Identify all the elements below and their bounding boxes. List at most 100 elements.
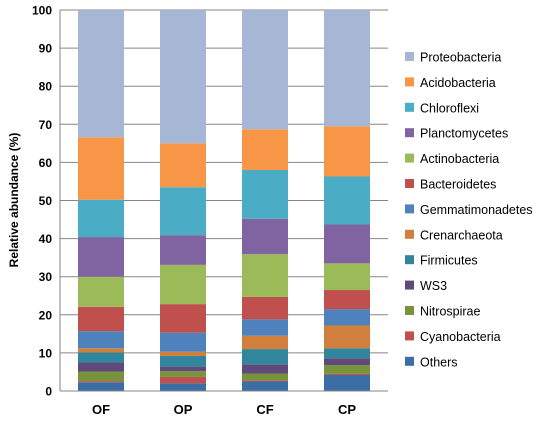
bar-segment — [324, 10, 370, 127]
bar-segment — [78, 276, 124, 307]
bar-segment — [78, 199, 124, 238]
bar-segment — [324, 358, 370, 366]
bar-segment — [324, 290, 370, 310]
legend-swatch — [405, 280, 414, 290]
x-tick-label: CF — [256, 402, 273, 417]
bar-segment — [324, 176, 370, 225]
bar-segment — [324, 374, 370, 391]
legend-swatch — [405, 331, 414, 341]
legend-swatch — [405, 179, 414, 188]
legend-swatch — [405, 77, 414, 87]
legend-swatch — [405, 356, 414, 366]
legend-swatch — [405, 153, 414, 163]
bar-segment — [242, 381, 288, 391]
y-tick-label: 0 — [45, 385, 52, 399]
bar-segment — [324, 126, 370, 177]
legend-label: Actinobacteria — [420, 152, 499, 166]
bar-segment — [78, 348, 124, 353]
y-tick-label: 20 — [39, 308, 53, 322]
bar-segment — [324, 365, 370, 374]
bar-segment — [242, 170, 288, 219]
bar-segment — [160, 332, 206, 352]
x-tick-label: CP — [338, 402, 356, 417]
bar-segment — [160, 235, 206, 265]
bar-segment — [324, 309, 370, 326]
y-tick-label: 10 — [39, 346, 53, 360]
bar-segment — [242, 380, 288, 382]
legend-swatch — [405, 128, 414, 138]
y-tick-label: 100 — [32, 4, 52, 18]
legend-label: Proteobacteria — [420, 51, 501, 65]
bar-segment — [160, 355, 206, 367]
bar-segment — [160, 10, 206, 144]
axes — [59, 10, 388, 392]
bar-segment — [324, 224, 370, 264]
bar-segment — [160, 376, 206, 384]
y-tick-label: 40 — [39, 232, 53, 246]
legend-label: Nitrospirae — [420, 305, 480, 319]
bar-segment — [242, 129, 288, 171]
legend-label: Firmicutes — [420, 254, 478, 268]
legend-label: Planctomycetes — [420, 127, 508, 141]
legend-swatch — [405, 229, 414, 239]
legend-label: Gemmatimonadetes — [420, 203, 533, 217]
bar-segment — [78, 381, 124, 383]
bar-segment — [78, 331, 124, 349]
y-tick-label: 50 — [39, 194, 53, 208]
y-tick-label: 80 — [39, 80, 53, 94]
legend-label: Bacteroidetes — [420, 178, 496, 192]
bar-segment — [160, 371, 206, 377]
bar-segment — [78, 10, 124, 138]
bar-segment — [242, 218, 288, 255]
y-axis-label: Relative abundance (%) — [7, 133, 21, 268]
legend-swatch — [405, 102, 414, 112]
bar-segment — [242, 373, 288, 381]
bar-segment — [78, 371, 124, 382]
legend-label: Others — [420, 355, 458, 369]
bar-segment — [324, 373, 370, 375]
x-tick-label: OF — [92, 402, 110, 417]
legend-label: WS3 — [420, 279, 447, 293]
bar-segment — [160, 143, 206, 188]
bar-segment — [160, 304, 206, 333]
bar-segment — [160, 366, 206, 372]
bar-segment — [160, 383, 206, 391]
bar-segment — [78, 137, 124, 200]
bar-segment — [160, 187, 206, 236]
bar-segment — [160, 351, 206, 356]
bar-segment — [242, 349, 288, 365]
bar-segment — [78, 237, 124, 277]
bar-segment — [242, 335, 288, 350]
bar-segment — [78, 362, 124, 372]
legend-swatch — [405, 52, 414, 61]
legend-swatch — [405, 204, 414, 214]
bar-segment — [160, 264, 206, 305]
bar-segment — [242, 296, 288, 320]
bar-segment — [242, 254, 288, 297]
legend-label: Acidobacteria — [420, 76, 496, 90]
y-tick-label: 70 — [39, 118, 53, 132]
y-tick-label: 90 — [39, 42, 53, 56]
bars — [78, 10, 370, 391]
bar-segment — [78, 382, 124, 391]
legend: Proteobacteria Acidobacteria Chloroflexi Pl… — [405, 51, 533, 369]
bar-segment — [78, 352, 124, 363]
bar-segment — [324, 325, 370, 349]
y-tick-label: 60 — [39, 156, 53, 170]
x-tick-label: OP — [174, 402, 193, 417]
bar-segment — [242, 10, 288, 130]
bar-segment — [242, 364, 288, 374]
legend-swatch — [405, 255, 414, 265]
y-tick-label: 30 — [39, 270, 53, 284]
x-tick-labels: OF OP CF CP — [92, 402, 356, 417]
legend-label: Cyanobacteria — [420, 330, 501, 344]
bar-segment — [242, 319, 288, 336]
bar-segment — [78, 306, 124, 332]
bar-segment — [324, 348, 370, 359]
legend-label: Crenarchaeota — [420, 228, 503, 242]
legend-swatch — [405, 306, 414, 315]
legend-label: Chloroflexi — [420, 101, 479, 115]
bar-segment — [324, 263, 370, 291]
